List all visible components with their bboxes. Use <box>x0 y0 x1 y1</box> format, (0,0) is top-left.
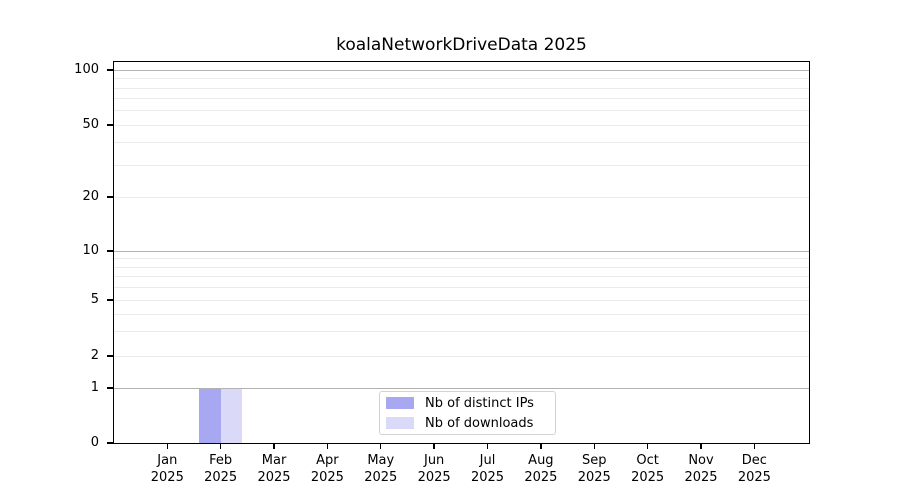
grid-line-minor <box>113 88 810 89</box>
y-tick-mark <box>107 299 113 301</box>
grid-line-major <box>113 251 810 252</box>
x-axis-month-line: Dec <box>741 453 767 468</box>
x-axis-year-line: 2025 <box>631 470 665 485</box>
x-axis-year-line: 2025 <box>524 470 558 485</box>
x-axis-year-line: 2025 <box>364 470 398 485</box>
y-axis-tick-label: 50 <box>82 117 99 132</box>
grid-line-minor <box>113 314 810 315</box>
grid-line-minor <box>113 78 810 79</box>
bar-downloads <box>220 389 242 444</box>
grid-line-minor <box>113 142 810 143</box>
grid-line-major <box>113 70 810 71</box>
y-axis-tick-label: 100 <box>74 62 99 77</box>
x-tick-mark <box>433 444 435 449</box>
grid-line-minor <box>113 276 810 277</box>
grid-line-minor <box>113 125 810 126</box>
legend-entry: Nb of distinct IPs <box>386 396 555 411</box>
x-tick-mark <box>326 444 329 449</box>
x-tick-mark <box>753 444 756 449</box>
y-axis-tick-label: 20 <box>82 189 99 204</box>
x-axis-month-line: Apr <box>316 453 339 468</box>
x-axis-month-line: Sep <box>581 453 607 468</box>
y-tick-mark <box>107 69 113 71</box>
grid-layer <box>113 61 810 444</box>
x-tick-mark <box>700 444 702 449</box>
x-axis-tick-label: Jan 2025 <box>132 452 202 486</box>
x-axis-tick-label: Nov 2025 <box>666 452 736 486</box>
x-axis-tick-label: Sep 2025 <box>559 452 629 486</box>
legend-entry: Nb of downloads <box>386 416 555 431</box>
x-tick-mark <box>646 444 649 449</box>
x-axis-month-line: May <box>367 453 395 468</box>
x-axis-month-line: Jul <box>479 453 496 468</box>
x-axis-tick-label: Aug 2025 <box>506 452 576 486</box>
grid-line-minor <box>113 267 810 268</box>
x-axis-tick-label: Mar 2025 <box>239 452 309 486</box>
grid-line-minor <box>113 300 810 301</box>
y-tick-mark <box>107 355 113 357</box>
x-axis-tick-label: Dec 2025 <box>719 452 789 486</box>
x-tick-mark <box>486 444 489 449</box>
x-axis-year-line: 2025 <box>417 470 451 485</box>
x-tick-mark <box>593 444 595 449</box>
y-axis-tick-label: 0 <box>90 435 99 450</box>
x-axis-tick-label: Jun 2025 <box>399 452 469 486</box>
grid-line-minor <box>113 165 810 166</box>
y-tick-mark <box>107 250 113 252</box>
bar-layer <box>113 61 810 444</box>
x-axis-month-line: Feb <box>209 453 233 468</box>
x-axis-tick-label: Feb 2025 <box>186 452 256 486</box>
legend-swatch <box>386 397 414 409</box>
grid-line-minor <box>113 98 810 99</box>
x-axis-month-line: Oct <box>636 453 659 468</box>
legend-label: Nb of distinct IPs <box>425 395 534 411</box>
x-axis-tick-label: May 2025 <box>346 452 416 486</box>
y-axis-tick-label: 10 <box>82 243 99 258</box>
x-axis-month-line: Jan <box>157 453 178 468</box>
x-axis-tick-label: Oct 2025 <box>613 452 683 486</box>
grid-line-minor <box>113 110 810 111</box>
y-tick-mark <box>107 442 113 444</box>
x-axis-month-line: Aug <box>528 453 554 468</box>
grid-line-minor <box>113 331 810 332</box>
x-axis-year-line: 2025 <box>150 470 184 485</box>
legend-label: Nb of downloads <box>425 415 534 431</box>
y-tick-mark <box>107 196 113 198</box>
x-axis-year-line: 2025 <box>470 470 505 485</box>
x-tick-mark <box>540 444 542 449</box>
y-axis-tick-label: 2 <box>90 348 99 363</box>
grid-line-minor <box>113 197 810 198</box>
y-tick-mark <box>107 124 113 126</box>
x-axis-year-line: 2025 <box>204 470 238 485</box>
x-axis-year-line: 2025 <box>310 470 344 485</box>
legend: Nb of distinct IPs Nb of downloads <box>379 391 556 435</box>
grid-line-minor <box>113 258 810 259</box>
y-axis-tick-label: 5 <box>90 292 99 307</box>
x-axis-year-line: 2025 <box>737 470 771 485</box>
x-tick-mark <box>380 444 382 449</box>
bar-distinct-ips <box>199 389 221 444</box>
grid-line-minor <box>113 287 810 288</box>
x-axis-month-line: Mar <box>261 453 287 468</box>
grid-line-minor <box>113 356 810 357</box>
x-axis-month-line: Nov <box>688 453 714 468</box>
x-tick-mark <box>273 444 275 449</box>
x-axis-tick-label: Jul 2025 <box>453 452 523 486</box>
x-axis-year-line: 2025 <box>257 470 291 485</box>
y-axis-tick-label: 1 <box>90 380 99 395</box>
x-axis-year-line: 2025 <box>577 470 611 485</box>
x-axis-month-line: Jun <box>423 453 445 468</box>
grid-line-major <box>113 388 810 389</box>
y-tick-mark <box>107 387 113 389</box>
x-tick-mark <box>219 444 222 449</box>
x-axis-tick-label: Apr 2025 <box>292 452 362 486</box>
x-axis-year-line: 2025 <box>684 470 718 485</box>
x-tick-mark <box>166 444 168 449</box>
plot-title: koalaNetworkDriveData 2025 <box>336 35 587 55</box>
legend-swatch <box>386 417 414 429</box>
